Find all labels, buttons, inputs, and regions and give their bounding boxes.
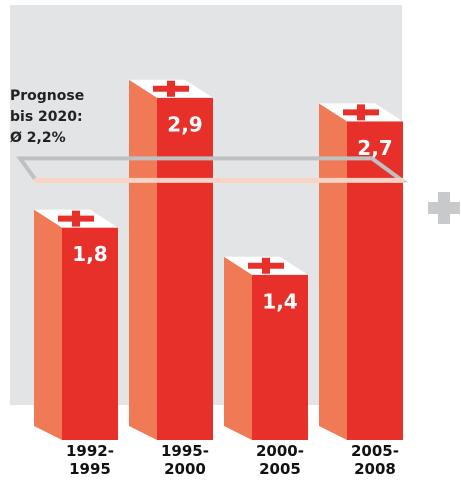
cross-icon [153,80,189,97]
bar-side [129,79,157,441]
x-tick-label: 1992- 1995 [66,442,114,478]
cross-icon [248,257,284,274]
value-label: 1,8 [72,242,107,266]
plus-icon [428,192,460,224]
bar-group: 1,8 [34,209,118,440]
x-tick-label: 2005- 2008 [351,442,399,478]
bar-group: 1,4 [224,256,308,440]
value-label: 1,4 [262,289,297,313]
bar-side [34,209,62,440]
cross-icon [58,210,94,227]
bar [347,121,403,441]
bar-side [319,103,347,441]
bar-group: 2,9 [129,79,213,441]
x-tick-label: 1995- 2000 [161,442,209,478]
value-label: 2,7 [357,136,392,160]
value-label: 2,9 [167,112,202,136]
bar [62,227,118,440]
bar [252,274,308,440]
bar [157,97,213,441]
annotation: Prognose bis 2020: Ø 2,2% [10,88,85,146]
bar-side [224,256,252,440]
bar-group: 2,7 [319,103,403,441]
cross-icon [343,104,379,121]
x-tick-label: 2000- 2005 [256,442,304,478]
